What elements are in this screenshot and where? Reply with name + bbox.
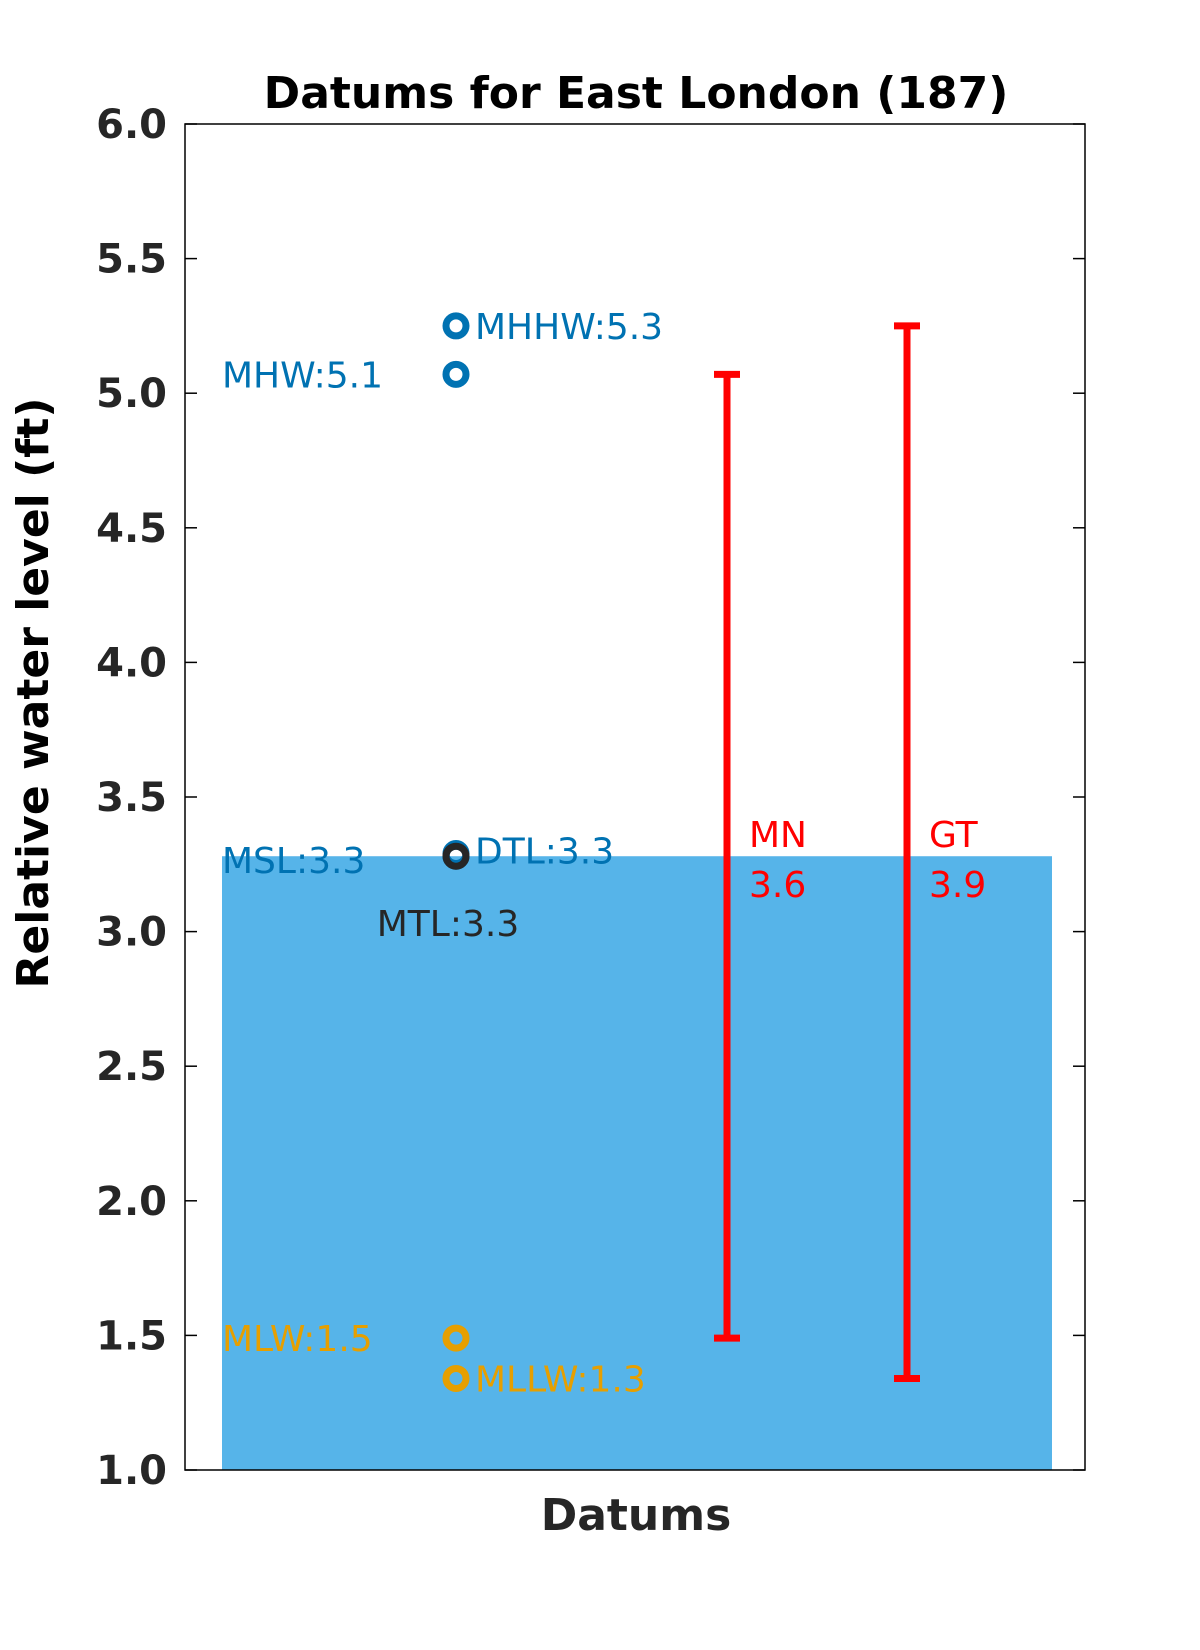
range-value-gt: 3.9 bbox=[929, 865, 986, 906]
datum-marker-mlw bbox=[442, 1324, 470, 1352]
datum-label-mllw: MLLW:1.3 bbox=[475, 1359, 646, 1400]
y-tick-label: 5.5 bbox=[96, 237, 167, 283]
datum-label-mlw: MLW:1.5 bbox=[222, 1319, 373, 1360]
chart-title: Datums for East London (187) bbox=[264, 68, 1009, 119]
range-value-mn: 3.6 bbox=[749, 865, 806, 906]
range-name-gt: GT bbox=[929, 815, 979, 856]
y-tick-label: 3.0 bbox=[96, 910, 167, 956]
y-tick-label: 1.0 bbox=[96, 1448, 167, 1494]
datum-label-dtl: DTL:3.3 bbox=[475, 832, 614, 873]
datum-label-msl: MSL:3.3 bbox=[222, 841, 365, 882]
y-tick-label: 1.5 bbox=[96, 1313, 167, 1359]
datum-label-mtl: MTL:3.3 bbox=[377, 904, 520, 945]
range-name-mn: MN bbox=[749, 815, 807, 856]
y-tick-label: 6.0 bbox=[96, 102, 167, 148]
y-axis-label: Relative water level (ft) bbox=[8, 398, 59, 989]
y-tick-label: 4.0 bbox=[96, 640, 167, 686]
y-tick-label: 4.5 bbox=[96, 506, 167, 552]
datum-label-mhw: MHW:5.1 bbox=[222, 355, 383, 396]
plot-area: 1.0 1.5 2.0 2.5 3.0 3.5 4.0 4.5 5.0 5.5 6.0 MHHW:5.… bbox=[96, 102, 1086, 1494]
x-axis-label: Datums bbox=[541, 1490, 732, 1541]
datum-marker-mhhw bbox=[442, 312, 470, 340]
y-tick-label: 3.5 bbox=[96, 775, 167, 821]
y-tick-label: 2.5 bbox=[96, 1044, 167, 1090]
y-tick-label: 2.0 bbox=[96, 1179, 167, 1225]
msl-bar bbox=[222, 856, 1052, 1470]
datum-label-mhhw: MHHW:5.3 bbox=[475, 307, 663, 348]
datum-marker-mtl bbox=[442, 842, 470, 870]
datum-marker-mllw bbox=[442, 1364, 470, 1392]
y-tick-label: 5.0 bbox=[96, 371, 167, 417]
datum-marker-mhw bbox=[442, 360, 470, 388]
